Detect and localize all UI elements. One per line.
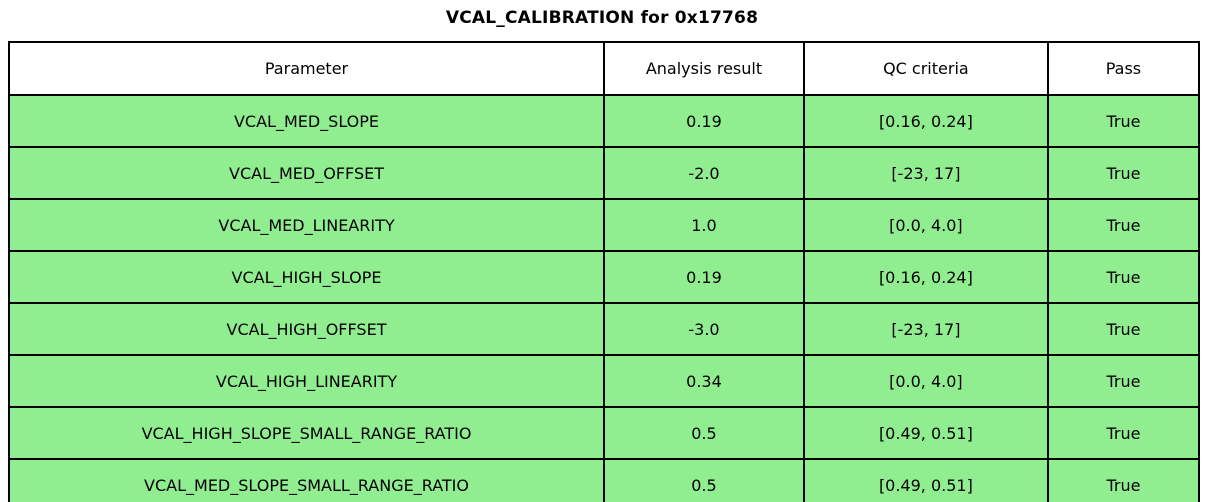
cell-parameter: VCAL_MED_OFFSET (7, 146, 606, 200)
table-row: VCAL_HIGH_SLOPE_SMALL_RANGE_RATIO 0.5 [0… (7, 406, 1201, 460)
cell-qc-criteria: [-23, 17] (802, 146, 1049, 200)
cell-parameter: VCAL_HIGH_OFFSET (7, 302, 606, 356)
qc-results-table: Parameter Analysis result QC criteria Pa… (7, 41, 1201, 502)
column-header-analysis-result: Analysis result (603, 41, 805, 96)
cell-analysis-result: 0.5 (603, 458, 805, 502)
table-row: VCAL_HIGH_LINEARITY 0.34 [0.0, 4.0] True (7, 354, 1201, 408)
cell-analysis-result: -2.0 (603, 146, 805, 200)
table-row: VCAL_HIGH_SLOPE 0.19 [0.16, 0.24] True (7, 250, 1201, 304)
cell-pass: True (1046, 354, 1201, 408)
table-row: VCAL_MED_SLOPE 0.19 [0.16, 0.24] True (7, 94, 1201, 148)
cell-pass: True (1046, 458, 1201, 502)
cell-analysis-result: 0.19 (603, 94, 805, 148)
table-row: VCAL_MED_SLOPE_SMALL_RANGE_RATIO 0.5 [0.… (7, 458, 1201, 502)
cell-parameter: VCAL_MED_SLOPE (7, 94, 606, 148)
cell-pass: True (1046, 406, 1201, 460)
cell-parameter: VCAL_MED_SLOPE_SMALL_RANGE_RATIO (7, 458, 606, 502)
cell-parameter: VCAL_HIGH_LINEARITY (7, 354, 606, 408)
cell-parameter: VCAL_MED_LINEARITY (7, 198, 606, 252)
cell-analysis-result: 0.19 (603, 250, 805, 304)
cell-analysis-result: 0.34 (603, 354, 805, 408)
cell-qc-criteria: [0.16, 0.24] (802, 94, 1049, 148)
column-header-pass: Pass (1046, 41, 1201, 96)
column-header-qc-criteria: QC criteria (802, 41, 1049, 96)
cell-analysis-result: 1.0 (603, 198, 805, 252)
cell-qc-criteria: [0.0, 4.0] (802, 198, 1049, 252)
table-row: VCAL_MED_LINEARITY 1.0 [0.0, 4.0] True (7, 198, 1201, 252)
cell-qc-criteria: [0.0, 4.0] (802, 354, 1049, 408)
page-title: VCAL_CALIBRATION for 0x17768 (445, 8, 759, 28)
cell-parameter: VCAL_HIGH_SLOPE_SMALL_RANGE_RATIO (7, 406, 606, 460)
cell-pass: True (1046, 250, 1201, 304)
cell-qc-criteria: [-23, 17] (802, 302, 1049, 356)
cell-pass: True (1046, 94, 1201, 148)
column-header-parameter: Parameter (7, 41, 606, 96)
cell-qc-criteria: [0.49, 0.51] (802, 406, 1049, 460)
cell-pass: True (1046, 146, 1201, 200)
cell-qc-criteria: [0.16, 0.24] (802, 250, 1049, 304)
cell-pass: True (1046, 302, 1201, 356)
cell-analysis-result: 0.5 (603, 406, 805, 460)
table-header-row: Parameter Analysis result QC criteria Pa… (7, 41, 1201, 96)
table-row: VCAL_HIGH_OFFSET -3.0 [-23, 17] True (7, 302, 1201, 356)
cell-pass: True (1046, 198, 1201, 252)
table-row: VCAL_MED_OFFSET -2.0 [-23, 17] True (7, 146, 1201, 200)
cell-qc-criteria: [0.49, 0.51] (802, 458, 1049, 502)
cell-parameter: VCAL_HIGH_SLOPE (7, 250, 606, 304)
cell-analysis-result: -3.0 (603, 302, 805, 356)
